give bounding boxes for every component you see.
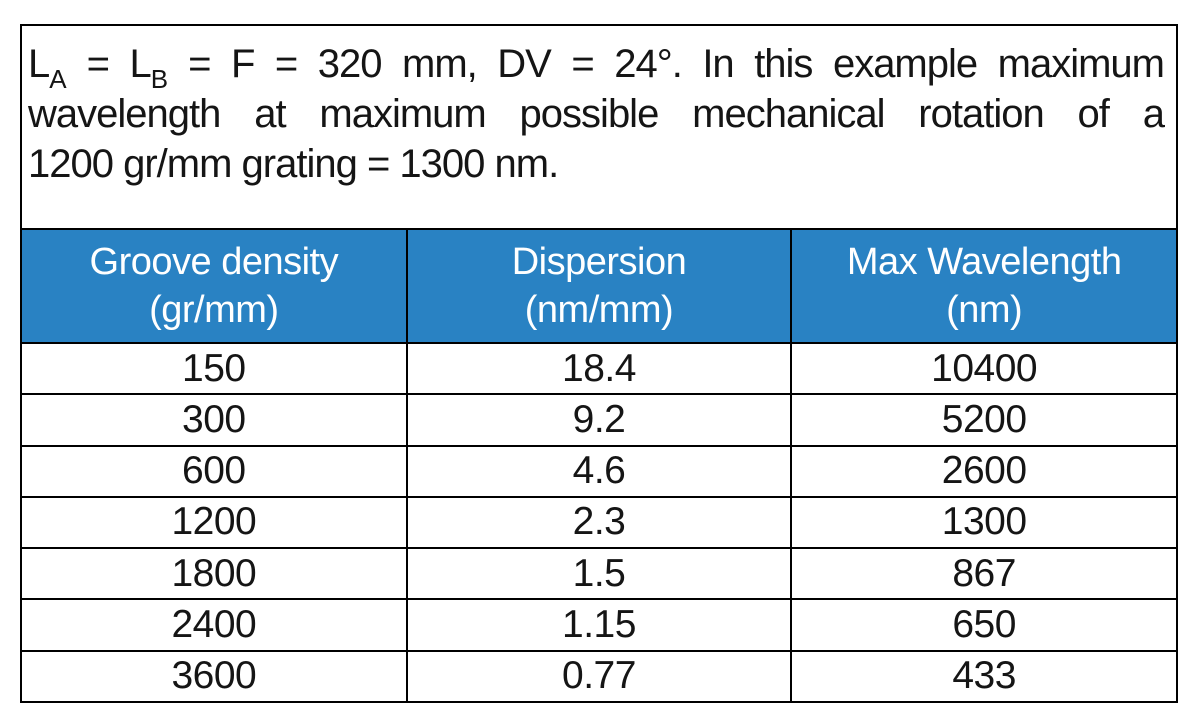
column-unit: (nm) [946,289,1023,331]
table-frame: LA = LB = F = 320 mm, DV = 24°. In this … [20,24,1178,703]
caption-line-1: LA = LB = F = 320 mm, DV = 24°. In this … [28,39,1165,92]
table-cell: 5200 [790,393,1176,447]
table-cell: 867 [790,547,1176,601]
table-cell: 4.6 [405,444,793,498]
table-row: 1200 2.3 1300 [22,495,1176,550]
table-cell: 650 [790,598,1176,652]
table-cell: 2.3 [405,495,793,550]
data-table: Groove density (gr/mm) Dispersion (nm/mm) Ma… [22,228,1176,701]
table-head: Groove density (gr/mm) Dispersion (nm/mm) Ma… [22,228,1176,344]
table-cell: 18.4 [405,341,793,396]
column-header-2: Dispersion (nm/mm) [405,228,793,344]
table-body: 150 18.4 10400 300 9.2 5200 600 4.6 2600 1200 2.3 1… [22,341,1176,701]
table-cell: 1800 [22,547,408,601]
column-title: Groove density [89,241,339,283]
caption: LA = LB = F = 320 mm, DV = 24°. In this … [22,26,1176,228]
column-unit: (gr/mm) [149,289,279,331]
table-cell: 2400 [22,598,408,652]
caption-subscript: B [150,64,168,94]
table-cell: 300 [22,393,408,447]
table-cell: 150 [22,341,408,396]
table-cell: 9.2 [405,393,793,447]
column-title: Dispersion [511,241,687,283]
column-header-3: Max Wavelength (nm) [790,228,1176,344]
caption-text: L [28,42,50,86]
table-cell: 2600 [790,444,1176,498]
table-row: 600 4.6 2600 [22,444,1176,498]
table-cell: 1200 [22,495,408,550]
column-title: Max Wavelength [846,241,1122,283]
caption-text: wavelength at maximum possible mechanica… [28,92,1165,136]
column-unit: (nm/mm) [524,289,674,331]
table-row: 2400 1.15 650 [22,598,1176,652]
header-row: Groove density (gr/mm) Dispersion (nm/mm) Ma… [22,228,1176,344]
table-cell: 1.15 [405,598,793,652]
caption-subscript: A [49,64,67,94]
table-cell: 1.5 [405,547,793,601]
table-cell: 10400 [790,341,1176,396]
table-cell: 1300 [790,495,1176,550]
table-row: 1800 1.5 867 [22,547,1176,601]
table-cell: 433 [790,649,1176,701]
table-row: 300 9.2 5200 [22,393,1176,447]
caption-text: = L [66,42,152,86]
table-row: 150 18.4 10400 [22,341,1176,396]
column-header-1: Groove density (gr/mm) [22,228,408,344]
table-row: 3600 0.77 433 [22,649,1176,701]
table-cell: 0.77 [405,649,793,701]
caption-line-3: 1200 gr/mm grating = 1300 nm. [28,139,1164,189]
table-cell: 600 [22,444,408,498]
caption-text: 1200 gr/mm grating = 1300 nm. [28,142,559,186]
caption-text: = F = 320 mm, DV = 24°. In this example … [167,42,1165,86]
caption-line-2: wavelength at maximum possible mechanica… [28,89,1165,139]
table-cell: 3600 [22,649,408,701]
